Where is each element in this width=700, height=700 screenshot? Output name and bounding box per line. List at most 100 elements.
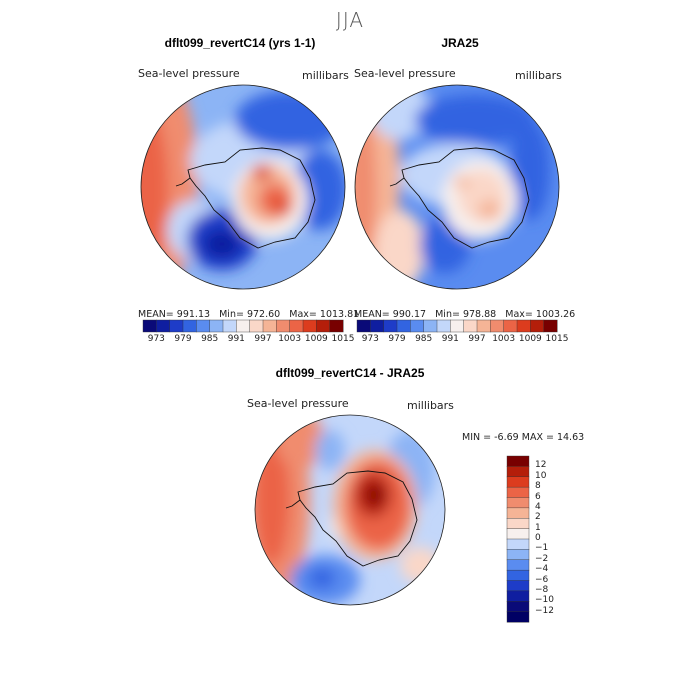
diff-colorbar-tick: −10 <box>535 595 554 606</box>
model-colorbar-swatch <box>236 319 251 333</box>
diff-colorbar-swatch <box>506 538 530 550</box>
obs-colorbar-swatch <box>543 319 558 333</box>
obs-colorbar-tick: 997 <box>468 334 486 344</box>
obs-colorbar-swatch <box>450 319 465 333</box>
obs-colorbar-swatch <box>490 319 505 333</box>
diff-colorbar-swatch <box>506 549 530 561</box>
model-colorbar-swatch <box>142 319 157 333</box>
diff-panel-title: dflt099_revertC14 - JRA25 <box>275 366 425 380</box>
diff-colorbar-swatch <box>506 528 530 540</box>
model-colorbar-swatch <box>316 319 331 333</box>
diff-colorbar-tick: −2 <box>535 553 549 564</box>
diff-colorbar-swatch <box>506 569 530 582</box>
diff-colorbar-swatch <box>506 580 530 592</box>
model-min: 972.60 <box>246 309 281 320</box>
diff-colorbar-swatch <box>506 590 530 602</box>
diff-units-label: millibars <box>407 399 454 412</box>
diff-colorbar-swatch <box>506 497 530 509</box>
model-colorbar-swatch <box>249 319 264 333</box>
diff-colorbar-swatch <box>506 601 530 613</box>
obs-stats: MEAN= 990.17 Min= 978.88 Max= 1003.26 <box>354 309 576 320</box>
diff-colorbar-swatch <box>506 559 530 571</box>
obs-colorbar-tick: 991 <box>441 334 459 344</box>
diff-colorbar-tick: 0 <box>535 533 541 543</box>
obs-colorbar-tick: 985 <box>415 334 433 344</box>
model-panel-title: dflt099_revertC14 (yrs 1-1) <box>164 36 316 50</box>
diff-variable-label: Sea-level pressure <box>247 397 349 410</box>
obs-colorbar-swatch <box>396 319 411 333</box>
obs-colorbar-swatch <box>370 319 385 333</box>
model-colorbar-tick: 997 <box>254 334 272 344</box>
diff-colorbar-tick: 10 <box>535 470 547 481</box>
diff-colorbar-tick: 2 <box>535 512 541 523</box>
obs-colorbar-swatch <box>410 319 425 333</box>
diff-max: 14.63 <box>556 432 585 443</box>
diff-colorbar-tick: 1 <box>535 522 541 533</box>
model-colorbar-swatch <box>209 319 224 333</box>
model-colorbar-tick: 979 <box>174 334 192 344</box>
obs-max: 1003.26 <box>535 309 576 320</box>
model-mean: 991.13 <box>176 309 211 320</box>
obs-colorbar-swatch <box>356 319 371 333</box>
model-colorbar-swatch <box>262 319 277 333</box>
diff-colorbar-tick: −8 <box>535 584 549 595</box>
obs-colorbar-swatch <box>530 319 545 333</box>
model-colorbar-tick: 1009 <box>304 334 328 344</box>
model-colorbar-swatch <box>276 319 291 333</box>
diff-colorbar-swatch <box>506 455 530 467</box>
diff-colorbar <box>506 455 530 623</box>
obs-colorbar-tick: 1003 <box>492 334 516 344</box>
obs-mean: 990.17 <box>392 309 427 320</box>
model-colorbar-tick: 991 <box>227 334 245 344</box>
obs-colorbar-swatch <box>503 319 518 333</box>
diff-colorbar-tick: 6 <box>535 491 541 502</box>
diff-colorbar-tick: −12 <box>535 605 554 616</box>
diff-colorbar-swatch <box>506 611 530 623</box>
obs-colorbar-swatch <box>476 319 491 333</box>
model-colorbar-swatch <box>302 319 317 333</box>
model-colorbar-tick: 1015 <box>331 334 355 344</box>
diff-colorbar-swatch <box>506 486 530 499</box>
diff-colorbar-swatch <box>506 476 530 488</box>
obs-colorbar-swatch <box>423 319 438 333</box>
diff-colorbar-swatch <box>506 518 530 530</box>
diff-colorbar-tick: 4 <box>535 501 541 512</box>
diff-colorbar-tick: 12 <box>535 460 547 471</box>
diff-colorbar-tick: 8 <box>535 481 541 492</box>
obs-colorbar-swatch <box>516 319 531 333</box>
obs-panel-title: JRA25 <box>441 36 479 50</box>
obs-colorbar-swatch <box>383 319 398 333</box>
obs-colorbar-tick: 1009 <box>518 334 542 344</box>
obs-colorbar-tick: 1015 <box>545 334 569 344</box>
model-colorbar-tick: 985 <box>201 334 219 344</box>
obs-colorbar-tick: 979 <box>388 334 406 344</box>
obs-units-label: millibars <box>515 69 562 82</box>
figure-title: JJA <box>335 8 365 32</box>
model-colorbar-swatch <box>169 319 184 333</box>
diff-colorbar-tick: −1 <box>535 543 549 554</box>
model-colorbar-swatch <box>222 319 237 333</box>
obs-min: 978.88 <box>462 309 497 320</box>
diff-colorbar-swatch <box>506 466 530 478</box>
diff-colorbar-tick: −6 <box>535 574 549 585</box>
model-colorbar-swatch <box>156 319 171 333</box>
model-colorbar-swatch <box>329 319 344 333</box>
model-max: 1013.81 <box>319 309 360 320</box>
model-colorbar-swatch <box>289 319 304 333</box>
model-variable-label: Sea-level pressure <box>138 67 240 80</box>
model-colorbar-tick: 973 <box>147 334 165 344</box>
model-units-label: millibars <box>302 69 349 82</box>
obs-variable-label: Sea-level pressure <box>354 67 456 80</box>
obs-colorbar <box>356 319 558 333</box>
obs-colorbar-swatch <box>436 319 451 333</box>
model-colorbar-tick: 1003 <box>278 334 302 344</box>
diff-stats: MIN = -6.69 MAX = 14.63 <box>462 432 585 443</box>
model-colorbar-swatch <box>196 319 211 333</box>
model-colorbar <box>142 319 344 333</box>
obs-colorbar-swatch <box>463 319 478 333</box>
model-colorbar-swatch <box>182 319 197 333</box>
diff-colorbar-tick: −4 <box>535 564 549 575</box>
